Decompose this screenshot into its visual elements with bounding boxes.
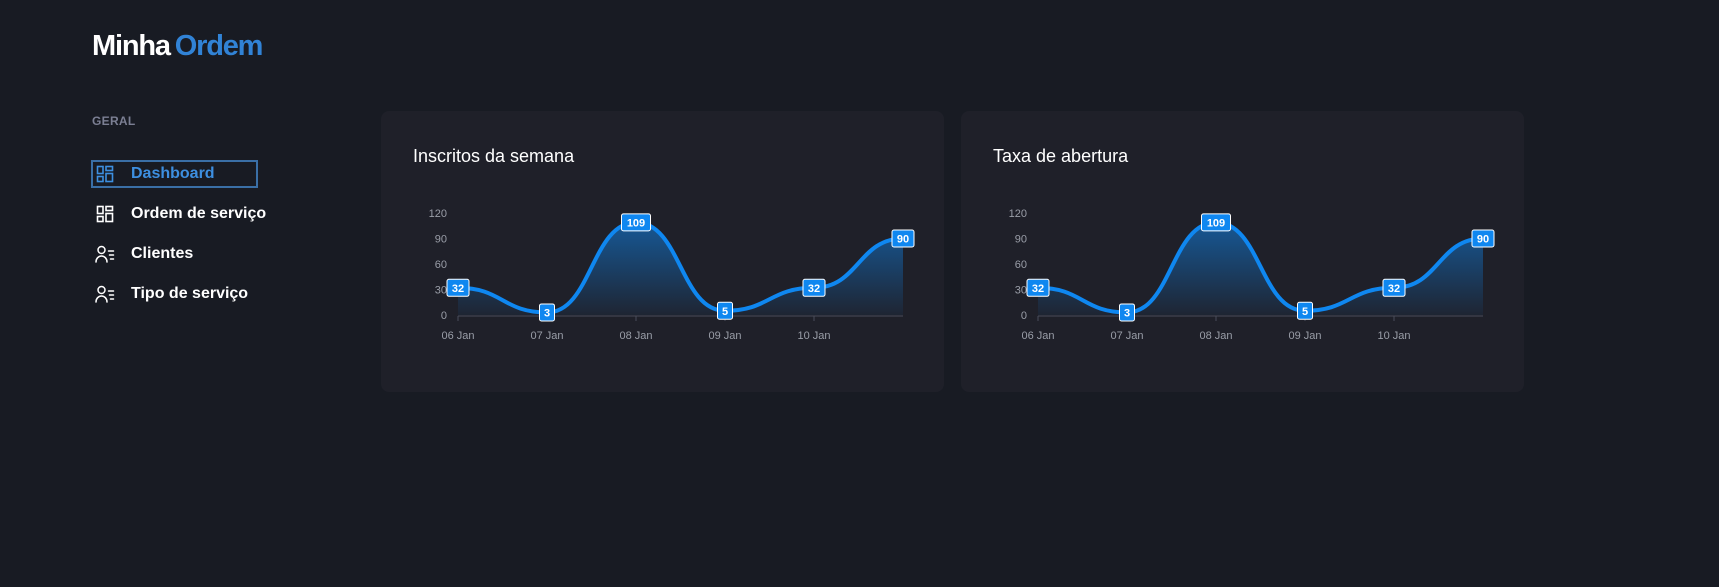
sidebar-item-clientes[interactable]: Clientes	[91, 240, 272, 268]
sidebar-item-dashboard[interactable]: Dashboard	[91, 160, 258, 188]
sidebar-nav: Dashboard Ordem de serviço Clientes Tipo…	[91, 160, 272, 320]
y-tick-label: 90	[435, 234, 447, 246]
data-label-box	[446, 278, 470, 297]
area-chart: 0 30 60 90 120 06 Jan 07 Jan 08 Jan 09 Jan 10 Jan…	[429, 208, 915, 342]
chart-title: Inscritos da semana	[413, 146, 575, 166]
data-label: 109	[1207, 217, 1225, 229]
sidebar-item-label: Ordem de serviço	[131, 205, 267, 222]
y-tick-label: 60	[1015, 259, 1027, 271]
data-point: 32	[446, 278, 470, 297]
area-chart: 0 30 60 90 120 06 Jan 07 Jan 08 Jan 09 Jan 10 Jan…	[1009, 208, 1495, 342]
data-label-box	[1026, 278, 1050, 297]
y-tick-label: 0	[1021, 310, 1027, 322]
y-tick-label: 120	[429, 208, 447, 220]
data-label: 32	[808, 283, 820, 295]
users-list-icon	[95, 244, 115, 264]
dashboard-icon	[95, 204, 115, 224]
logo-part-2: Ordem	[174, 30, 264, 62]
chart-title: Taxa de abertura	[993, 146, 1129, 166]
y-tick-label: 0	[441, 310, 447, 322]
data-label: 32	[1388, 283, 1400, 295]
y-tick-label: 90	[1015, 234, 1027, 246]
dashboard-icon	[95, 164, 115, 184]
x-tick-label: 07 Jan	[530, 330, 563, 342]
logo-part-1: Minha	[92, 30, 171, 62]
data-label: 109	[627, 217, 645, 229]
sidebar-item-ordem-de-servico[interactable]: Ordem de serviço	[91, 200, 272, 228]
x-tick-label: 10 Jan	[1377, 330, 1410, 342]
data-label: 5	[722, 306, 728, 318]
data-label-box	[621, 213, 651, 232]
x-tick-label: 09 Jan	[1288, 330, 1321, 342]
data-label-box	[539, 303, 555, 322]
x-tick-label: 06 Jan	[441, 330, 474, 342]
data-label-box	[1201, 213, 1231, 232]
data-label: 32	[1032, 283, 1044, 295]
users-list-icon	[95, 284, 115, 304]
data-point: 3	[1119, 303, 1135, 322]
y-tick-label: 120	[1009, 208, 1027, 220]
y-tick-label: 60	[435, 259, 447, 271]
data-point: 109	[621, 213, 651, 232]
x-tick-label: 07 Jan	[1110, 330, 1143, 342]
data-point: 3	[539, 303, 555, 322]
data-label-box	[1297, 301, 1313, 320]
data-label-box	[717, 301, 733, 320]
app-logo: Minha Ordem	[92, 30, 264, 63]
data-label: 3	[544, 307, 550, 319]
data-point: 5	[717, 301, 733, 320]
data-point: 109	[1201, 213, 1231, 232]
x-tick-label: 08 Jan	[619, 330, 652, 342]
sidebar-item-label: Tipo de serviço	[131, 285, 249, 302]
sidebar-item-tipo-de-servico[interactable]: Tipo de serviço	[91, 280, 272, 308]
chart-card-inscritos: Inscritos da semana 0 30 60 90 120 06 Jan 07 J…	[381, 111, 944, 392]
data-point: 32	[1382, 278, 1406, 297]
data-label-box	[1119, 303, 1135, 322]
data-label: 3	[1124, 307, 1130, 319]
y-tick-label: 30	[435, 285, 447, 297]
sidebar-item-label: Dashboard	[131, 165, 215, 182]
sidebar-section-label: GERAL	[92, 114, 136, 128]
data-label-box	[1471, 229, 1495, 248]
data-point: 5	[1297, 301, 1313, 320]
data-label-box	[891, 229, 915, 248]
y-tick-label: 30	[1015, 285, 1027, 297]
data-label: 5	[1302, 306, 1308, 318]
x-tick-label: 06 Jan	[1021, 330, 1054, 342]
data-point: 32	[1026, 278, 1050, 297]
data-label: 32	[452, 283, 464, 295]
data-label-box	[802, 278, 826, 297]
data-label: 90	[897, 234, 909, 246]
data-point: 90	[891, 229, 915, 248]
x-tick-label: 10 Jan	[797, 330, 830, 342]
x-tick-label: 09 Jan	[708, 330, 741, 342]
chart-card-taxa-de-abertura: Taxa de abertura 0 30 60 90 120 06 Jan 07 Jan 0…	[961, 111, 1524, 392]
data-label: 90	[1477, 234, 1489, 246]
data-point: 90	[1471, 229, 1495, 248]
sidebar-item-label: Clientes	[131, 245, 194, 262]
data-label-box	[1382, 278, 1406, 297]
x-tick-label: 08 Jan	[1199, 330, 1232, 342]
data-point: 32	[802, 278, 826, 297]
